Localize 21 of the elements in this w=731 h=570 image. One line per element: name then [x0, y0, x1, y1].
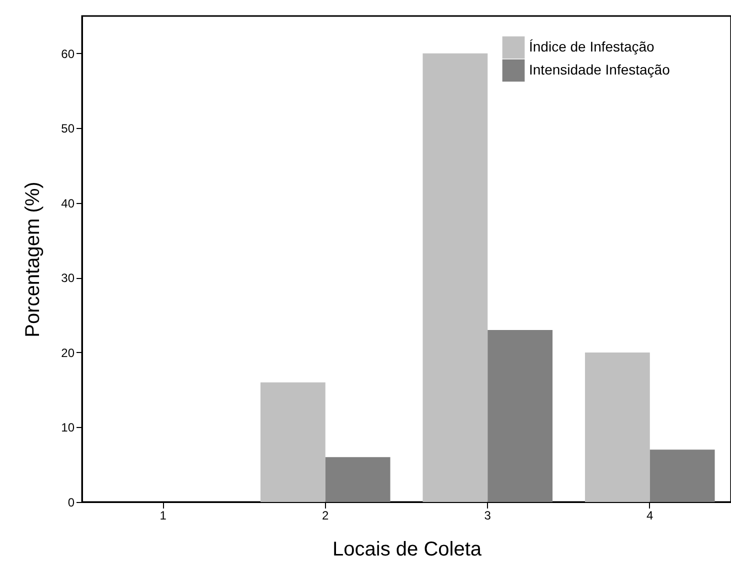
bar [260, 382, 326, 502]
x-tick-label: 2 [322, 508, 330, 522]
bar [650, 450, 715, 502]
bar [325, 457, 390, 502]
x-axis-title: Locais de Coleta [332, 538, 482, 560]
y-tick-label: 10 [61, 420, 75, 435]
bar [584, 352, 650, 502]
y-tick-label: 0 [68, 496, 75, 510]
x-tick-label: 3 [484, 508, 492, 522]
legend-label: Intensidade Infestação [529, 62, 670, 78]
y-tick-label: 50 [61, 122, 75, 136]
y-tick-label: 20 [61, 346, 75, 360]
y-tick-label: 30 [61, 271, 75, 286]
legend-label: Índice de Infestação [529, 38, 655, 54]
y-tick-label: 60 [61, 46, 75, 61]
y-tick-label: 40 [61, 196, 75, 210]
bar [422, 53, 488, 502]
x-tick-label: 1 [160, 508, 167, 522]
y-axis-title: Porcentagem (%) [22, 182, 44, 338]
bar [488, 330, 553, 502]
x-tick-label: 4 [646, 508, 654, 522]
